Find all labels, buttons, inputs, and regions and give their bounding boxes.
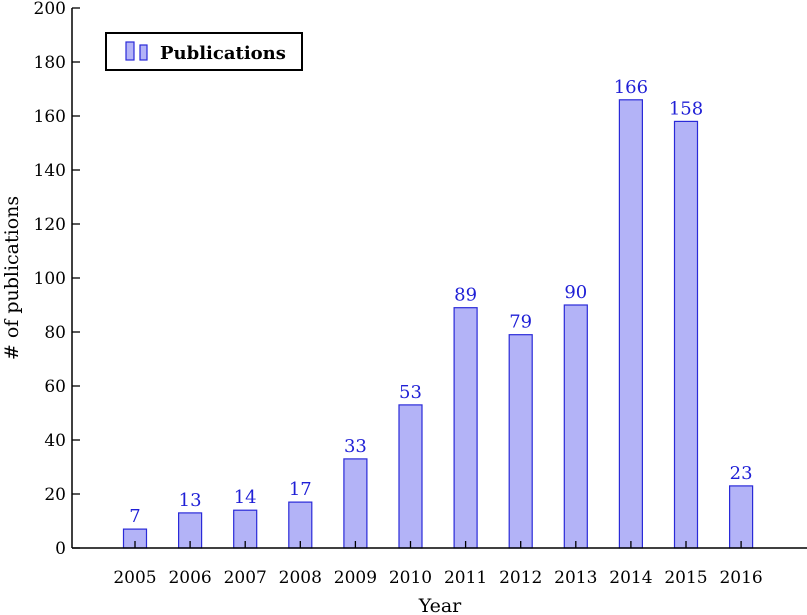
data-label-2013: 90 (564, 282, 587, 303)
legend-box (105, 32, 303, 71)
y-tick-label: 80 (44, 323, 66, 343)
y-tick-label: 160 (34, 107, 66, 127)
legend-swatch (125, 41, 135, 61)
y-axis-title: # of publications (1, 196, 23, 360)
x-tick-label-2016: 2016 (719, 568, 762, 588)
x-tick-label-2010: 2010 (389, 568, 432, 588)
x-tick-label-2008: 2008 (279, 568, 322, 588)
y-tick-label: 180 (34, 53, 66, 73)
x-tick-label-2014: 2014 (609, 568, 652, 588)
y-tick-label: 0 (55, 539, 66, 559)
x-axis-ticks: 2005 2006 2007 2008 2009 2010 2011 2012 2013 2014… (113, 541, 763, 588)
x-axis-title: Year (418, 595, 462, 615)
data-label-2015: 158 (669, 98, 703, 119)
x-tick-label-2015: 2015 (664, 568, 707, 588)
legend-swatch (139, 44, 148, 61)
bar-2015 (673, 120, 699, 549)
data-label-2012: 79 (509, 312, 532, 333)
legend: Publications (105, 32, 303, 71)
x-tick-label-2005: 2005 (113, 568, 156, 588)
bar-2011 (453, 307, 478, 549)
x-tick-label-2012: 2012 (499, 568, 542, 588)
data-label-2010: 53 (399, 382, 422, 403)
legend-label: Publications (160, 43, 286, 64)
x-tick-label-2013: 2013 (554, 568, 597, 588)
x-tick-label-2006: 2006 (168, 568, 211, 588)
bar-2016 (728, 485, 754, 549)
y-tick-label: 100 (34, 269, 66, 289)
x-tick-label-2009: 2009 (334, 568, 377, 588)
bars-group: 7 13 14 17 33 53 89 79 90 166 158 23 (122, 77, 754, 549)
data-label-2014: 166 (614, 77, 648, 98)
bar-2013 (563, 304, 588, 549)
data-label-2008: 17 (289, 479, 312, 500)
data-label-2005: 7 (129, 506, 140, 527)
bar-2010 (398, 404, 423, 549)
data-label-2007: 14 (234, 487, 257, 508)
data-label-2016: 23 (730, 463, 753, 484)
data-label-2006: 13 (179, 490, 202, 511)
bar-2014 (618, 99, 644, 549)
x-tick-label-2007: 2007 (224, 568, 267, 588)
data-label-2009: 33 (344, 436, 367, 457)
y-tick-label: 140 (34, 161, 66, 181)
bar-2012 (508, 334, 533, 549)
y-tick-label: 60 (44, 377, 66, 397)
x-tick-label-2011: 2011 (444, 568, 487, 588)
y-tick-label: 200 (34, 0, 66, 19)
y-tick-label: 120 (34, 215, 66, 235)
data-label-2011: 89 (454, 285, 477, 306)
y-tick-label: 40 (44, 431, 66, 451)
y-tick-label: 20 (44, 485, 66, 505)
y-axis-ticks: 0 20 40 60 80 100 120 140 160 180 200 (34, 0, 80, 559)
bar-2009 (343, 458, 368, 549)
